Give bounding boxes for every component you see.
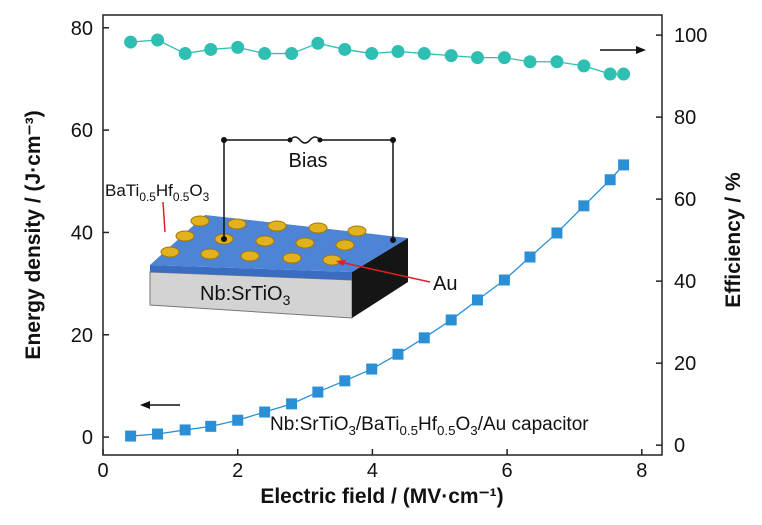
subscript: 3 [203,190,210,204]
circle-marker [338,42,352,56]
text-part: Nb:SrTiO [200,283,283,305]
y-tick-label: 20 [71,325,93,347]
x-axis-label: Electric field / (MV·cm⁻¹) [260,485,503,508]
square-marker [551,227,563,239]
square-marker [125,430,137,442]
circle-marker [603,67,617,81]
square-marker [205,420,217,432]
circle-marker [417,47,431,61]
square-marker [445,314,457,326]
circle-marker [444,49,458,63]
film-edge [150,265,352,280]
au-pointer-head [336,260,346,266]
text-part: BaTi [105,181,139,200]
plot-frame [102,14,663,456]
square-marker [232,414,244,426]
square-marker [152,428,164,440]
square-marker [312,386,324,398]
subscript: 3 [470,423,477,438]
y2-tick-label: 20 [674,353,696,375]
circle-marker [577,59,591,73]
capacitor-label: Nb:SrTiO3/BaTi0.5Hf0.5O3/Au capacitor [270,414,589,438]
inset-diagram: Bias Au BaTi0.5Hf0.5O3 Nb:SrTiO3 [105,136,457,319]
film-pointer [162,201,166,233]
square-marker [604,174,616,186]
au-label: Au [433,273,457,295]
square-marker [366,363,378,375]
y-tick-label: 40 [71,222,93,244]
square-marker [392,348,404,360]
circle-marker [470,51,484,65]
y2-tick-label: 100 [674,25,707,47]
text-part: /Au capacitor [478,414,590,435]
circle-marker [391,44,405,58]
x-tick-label: 8 [636,460,647,482]
square-marker [179,424,191,436]
circle-marker [365,47,379,61]
x-tick-label: 6 [502,460,513,482]
circle-marker [204,42,218,56]
square-marker [578,200,590,212]
text-part: Hf [156,181,173,200]
circle-marker [550,55,564,69]
text-part: /BaTi [356,414,400,435]
circle-marker [258,47,272,61]
y-axis-label: Energy density / (J·cm⁻³) [22,110,45,359]
text-part: O [189,181,202,200]
y-tick-label: 0 [82,427,93,449]
bias-label: Bias [289,150,328,172]
direction-arrows [140,46,646,409]
subscript: 0.5 [139,190,156,204]
wire-nodes [221,137,396,243]
circle-marker [617,67,631,81]
subscript: 0.5 [437,423,456,438]
square-marker [498,274,510,286]
square-marker [339,375,351,387]
circle-marker [523,55,537,69]
square-marker [286,398,298,410]
film-label: BaTi0.5Hf0.5O3 [105,181,210,204]
x-tick-label: 4 [367,460,378,482]
subscript: 3 [283,292,291,308]
au-electrodes [160,215,367,266]
au-pointer [339,261,431,283]
square-marker [259,406,271,418]
square-marker [618,159,630,171]
text-part: Nb:SrTiO [270,414,348,435]
y2-tick-label: 40 [674,271,696,293]
square-marker [418,332,430,344]
x-tick-label: 2 [232,460,243,482]
square-marker [524,251,536,263]
circle-marker [285,47,299,61]
circle-marker [231,40,245,54]
subscript: 0.5 [400,423,419,438]
y-tick-label: 60 [71,120,93,142]
y2-axis-label: Efficiency / % [722,172,745,308]
y2-tick-label: 60 [674,189,696,211]
substrate-label: Nb:SrTiO3 [200,283,291,308]
circle-marker [151,33,165,47]
circle-marker [124,35,138,49]
subscript: 0.5 [173,190,190,204]
text-part: Hf [418,414,438,435]
y2-tick-label: 80 [674,107,696,129]
text-part: O [456,414,471,435]
square-marker [471,294,483,306]
circle-marker [311,36,325,50]
y-tick-label: 80 [71,18,93,40]
x-tick-label: 0 [97,460,108,482]
substrate-side [352,238,408,318]
circle-marker [178,47,192,61]
subscript: 3 [348,423,355,438]
y2-tick-label: 0 [674,435,685,457]
circle-marker [497,51,511,65]
